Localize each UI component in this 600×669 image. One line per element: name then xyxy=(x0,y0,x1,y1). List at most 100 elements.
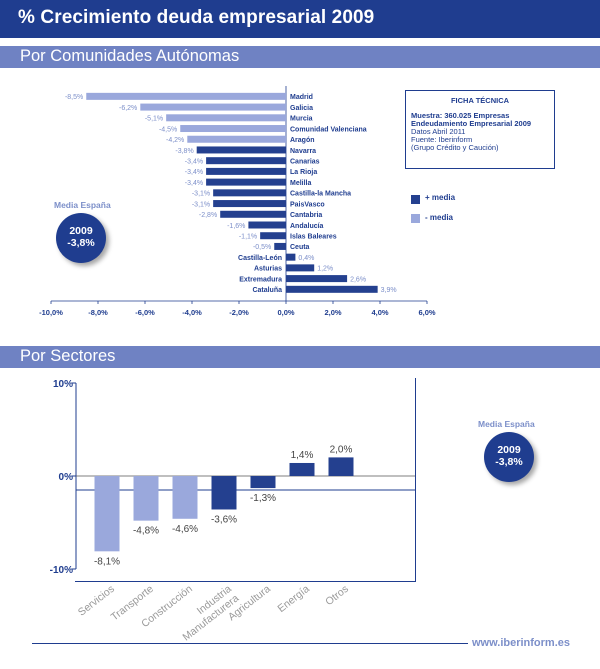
category-label: Murcia xyxy=(290,116,313,123)
bar-servicios xyxy=(94,476,120,552)
bar-galicia xyxy=(140,103,286,111)
category-label: Canarias xyxy=(290,158,320,165)
bar-agricultura xyxy=(250,476,276,489)
bar-castilla-leon xyxy=(286,253,296,261)
category-label: Asturias xyxy=(254,266,282,273)
data-label: -8,5% xyxy=(65,94,83,101)
bar-melilla xyxy=(206,178,286,186)
media-circle-comunidades: 2009 -3,8% xyxy=(56,213,106,263)
bar-comunidad-valenciana xyxy=(180,125,286,133)
section-title-comunidades: Por Comunidades Autónomas xyxy=(20,47,240,65)
data-label: 1,4% xyxy=(291,450,314,461)
bar-industria-manufacturera xyxy=(211,476,237,510)
section-header-sectores: Por Sectores xyxy=(0,346,600,368)
data-label: 3,9% xyxy=(381,287,397,294)
x-tick-label: -6,0% xyxy=(135,308,155,317)
section-title-sectores: Por Sectores xyxy=(20,347,116,365)
bar-murcia xyxy=(166,114,286,122)
x-tick-label: 0,0% xyxy=(277,308,294,317)
y-tick-label: 0% xyxy=(59,472,74,483)
ficha-title: FICHA TÉCNICA xyxy=(450,96,510,105)
category-label: Cataluña xyxy=(252,287,282,294)
ficha-line-datos: Datos Abril 2011 xyxy=(411,127,466,136)
data-label: -4,2% xyxy=(166,137,184,144)
bar-castilla-la-mancha xyxy=(213,189,286,197)
legend-label-plus: + media xyxy=(425,193,456,202)
bar-cataluna xyxy=(286,285,378,293)
data-label: -5,1% xyxy=(145,116,163,123)
page-title: % Crecimiento deuda empresarial 2009 xyxy=(18,7,375,28)
footer-divider xyxy=(32,643,468,644)
x-tick-label: 4,0% xyxy=(371,308,388,317)
media-label-comunidades: Media España xyxy=(54,200,111,210)
data-label: -3,1% xyxy=(192,201,210,208)
x-tick-label: 2,0% xyxy=(324,308,341,317)
data-label: -1,6% xyxy=(227,223,245,230)
bar-cantabria xyxy=(220,210,286,218)
media-year-comunidades: 2009 xyxy=(69,225,93,237)
ficha-tecnica-box: FICHA TÉCNICA Muestra: 360.025 Empresas … xyxy=(405,90,555,169)
data-label: -4,6% xyxy=(172,524,198,535)
bar-navarra xyxy=(196,146,286,154)
category-label: La Rioja xyxy=(290,169,317,176)
bar-la-rioja xyxy=(206,167,286,175)
bar-aragon xyxy=(187,135,286,143)
category-label-line: Energía xyxy=(275,583,311,615)
category-label: Comunidad Valenciana xyxy=(290,126,367,133)
data-label: 1,2% xyxy=(317,266,333,273)
data-label: -1,3% xyxy=(250,493,276,504)
ficha-line-grupo: (Grupo Crédito y Caución) xyxy=(411,143,499,152)
data-label: -3,4% xyxy=(185,180,203,187)
sector-frame-bottom xyxy=(75,581,416,582)
category-label: Castilla-León xyxy=(238,255,282,262)
category-label: Energía xyxy=(275,583,311,615)
data-label: -3,4% xyxy=(185,158,203,165)
x-tick-label: -2,0% xyxy=(229,308,249,317)
category-label: Andalucía xyxy=(290,223,324,230)
chart-comunidades: -10,0% -8,0% -6,0% -4,0% -2,0% 0,0% 2,0% 4,0% 6,… xyxy=(39,86,436,317)
category-label: Ceuta xyxy=(290,244,310,251)
category-label: Aragón xyxy=(290,137,315,144)
x-tick-label: -4,0% xyxy=(182,308,202,317)
y-tick-label: -10% xyxy=(50,565,73,576)
category-label: Castilla-la Mancha xyxy=(290,191,351,198)
data-label: -3,4% xyxy=(185,169,203,176)
chart-sectores: 10%0%-10%-8,1%Servicios-4,8%Transporte-4… xyxy=(50,379,415,644)
legend-swatch-minus xyxy=(411,214,420,223)
y-tick-label: 10% xyxy=(53,379,73,390)
bar-paisvasco xyxy=(213,200,286,208)
category-label-line: Otros xyxy=(323,583,351,608)
media-label-sectores: Media España xyxy=(478,419,535,429)
data-label: 2,6% xyxy=(350,276,366,283)
bar-asturias xyxy=(286,264,315,272)
media-value-comunidades: -3,8% xyxy=(67,237,95,249)
data-label: -3,1% xyxy=(192,191,210,198)
data-label: -4,8% xyxy=(133,526,159,537)
data-label: -0,5% xyxy=(253,244,271,251)
bar-extremadura xyxy=(286,275,348,283)
category-label: Melilla xyxy=(290,180,312,187)
category-label: Extremadura xyxy=(239,276,282,283)
bar-ceuta xyxy=(274,242,286,250)
section-header-comunidades: Por Comunidades Autónomas xyxy=(0,46,600,68)
legend-swatch-plus xyxy=(411,195,420,204)
data-label: -4,5% xyxy=(159,126,177,133)
ficha-line-endeudamiento: Endeudamiento Empresarial 2009 xyxy=(411,119,532,128)
bar-canarias xyxy=(206,157,286,165)
data-label: -1,1% xyxy=(239,234,257,241)
x-tick-label: -10,0% xyxy=(39,308,63,317)
category-label: PaisVasco xyxy=(290,201,325,208)
data-label: -3,6% xyxy=(211,514,237,525)
sector-frame-right xyxy=(415,378,416,582)
category-label: Madrid xyxy=(290,94,313,101)
title-bar: % Crecimiento deuda empresarial 2009 xyxy=(0,0,600,38)
data-label: 2,0% xyxy=(330,444,353,455)
media-year-sectores: 2009 xyxy=(497,444,521,456)
category-label: Galicia xyxy=(290,105,313,112)
bar-andalucia xyxy=(248,221,286,229)
category-label: Otros xyxy=(323,583,351,608)
ficha-line-muestra: Muestra: 360.025 Empresas xyxy=(411,111,510,120)
bar-islas-baleares xyxy=(260,232,286,240)
bar-transporte xyxy=(133,476,159,521)
